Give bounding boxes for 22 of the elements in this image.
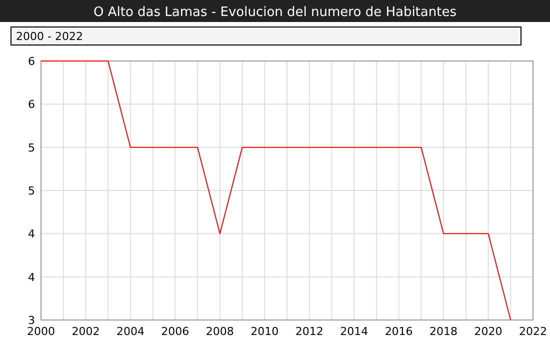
- x-tick-label: 2012: [295, 325, 324, 338]
- y-tick-label: 6: [28, 55, 35, 68]
- text: 2000 - 2022: [16, 30, 83, 43]
- x-tick-label: 2008: [206, 325, 234, 338]
- y-tick-label: 6: [28, 98, 35, 112]
- x-tick-label: 2018: [430, 325, 458, 338]
- x-tick-label: 2014: [340, 325, 368, 338]
- x-tick-label: 2016: [384, 325, 413, 338]
- y-tick-label: 4: [28, 270, 35, 284]
- x-tick-label: 2000: [27, 325, 55, 338]
- chart-title: O Alto das Lamas - Evolucion del numero de Habitantes: [94, 5, 457, 20]
- x-tick-label: 2004: [116, 325, 144, 338]
- line-series: [40, 60, 512, 320]
- y-tick-label: 3: [28, 314, 35, 327]
- x-tick-label: 2006: [161, 325, 190, 338]
- y-tick-label: 5: [28, 184, 35, 198]
- x-tick-label: 2010: [250, 325, 279, 338]
- y-tick-label: 5: [28, 141, 35, 154]
- x-tick-label: 2020: [474, 325, 502, 338]
- y-tick-label: 4: [28, 228, 35, 241]
- x-tick-label: 2002: [72, 325, 100, 338]
- x-tick-label: 2022: [519, 325, 547, 338]
